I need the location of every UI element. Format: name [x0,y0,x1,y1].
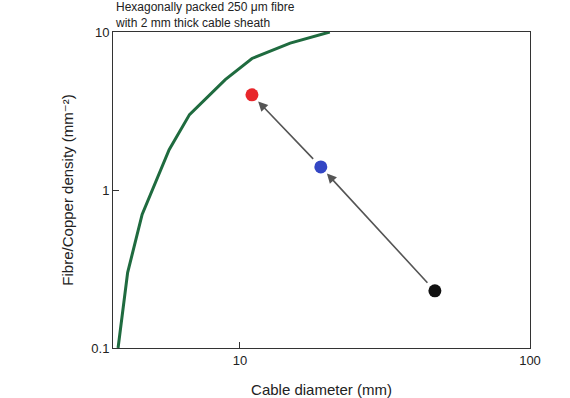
svg-text:10: 10 [233,353,247,368]
svg-text:1: 1 [102,183,109,198]
svg-text:Fibre/Copper density (mm⁻²): Fibre/Copper density (mm⁻²) [59,94,76,285]
svg-text:Hexagonally packed 250 μm fibr: Hexagonally packed 250 μm fibrewith 2 mm… [115,0,295,30]
svg-text:Cable diameter (mm): Cable diameter (mm) [251,381,392,398]
svg-text:100: 100 [519,353,541,368]
svg-text:0.1: 0.1 [91,341,109,356]
svg-text:10: 10 [95,25,109,40]
